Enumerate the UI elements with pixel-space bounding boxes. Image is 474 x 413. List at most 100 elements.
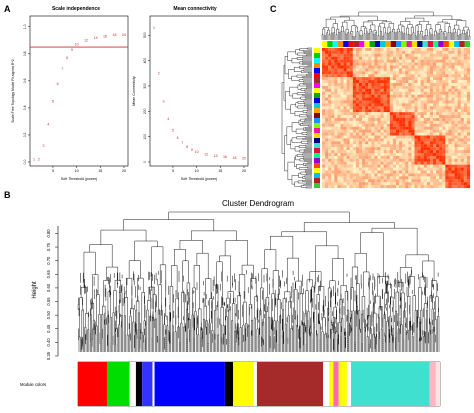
- heatmap-cell: [377, 167, 381, 171]
- heatmap-cell: [325, 68, 329, 72]
- heatmap-cell: [392, 141, 397, 145]
- heatmap-cell: [423, 150, 427, 154]
- heatmap-cell: [331, 48, 335, 52]
- heatmap-cell: [352, 115, 357, 119]
- heatmap-cell: [451, 56, 455, 60]
- heatmap-cell: [352, 100, 357, 104]
- heatmap-cell: [439, 62, 443, 66]
- heatmap-cell: [340, 141, 344, 145]
- heatmap-cell: [451, 109, 455, 113]
- heatmap-cell: [380, 129, 384, 133]
- heatmap-cell: [436, 50, 440, 54]
- heatmap-cell: [322, 103, 326, 107]
- heatmap-cell: [445, 50, 449, 54]
- heatmap-cell: [389, 112, 394, 116]
- heatmap-cell: [414, 182, 418, 186]
- heatmap-cell: [463, 62, 468, 66]
- heatmap-cell: [405, 132, 409, 136]
- heatmap-cell: [368, 144, 372, 148]
- heatmap-cell: [442, 112, 446, 116]
- heatmap-cell: [343, 109, 347, 113]
- heatmap-cell: [328, 88, 332, 92]
- heatmap-cell: [352, 155, 357, 159]
- heatmap-cell: [392, 97, 397, 101]
- heatmap-cell: [359, 153, 363, 157]
- heatmap-cell: [389, 147, 394, 151]
- heatmap-cell: [396, 109, 400, 113]
- heatmap-cell: [399, 56, 403, 60]
- heatmap-cell: [322, 182, 326, 186]
- heatmap-cell: [337, 115, 341, 119]
- heatmap-cell: [460, 167, 464, 171]
- heatmap-cell: [442, 138, 446, 142]
- heatmap-cell: [463, 77, 468, 81]
- heatmap-cell: [371, 83, 375, 87]
- side-color-cell: [314, 58, 320, 64]
- heatmap-cell: [389, 77, 394, 81]
- heatmap-cell: [340, 91, 344, 95]
- heatmap-cell: [352, 141, 357, 145]
- heatmap-cell: [355, 126, 360, 130]
- heatmap-cell: [334, 176, 338, 180]
- heatmap-cell: [429, 129, 434, 133]
- heatmap-cell: [325, 155, 329, 159]
- heatmap-cell: [322, 158, 326, 162]
- top-color-cell: [322, 41, 328, 47]
- side-color-cell: [314, 178, 320, 184]
- heatmap-cell: [445, 185, 449, 189]
- heatmap-cell: [423, 185, 427, 189]
- heatmap-cell: [442, 97, 446, 101]
- heatmap-cell: [396, 132, 400, 136]
- heatmap-cell: [417, 138, 421, 142]
- heatmap-cell: [371, 182, 375, 186]
- heatmap-cell: [417, 71, 421, 75]
- heatmap-cell: [340, 129, 344, 133]
- heatmap-cell: [457, 129, 461, 133]
- heatmap-cell: [408, 173, 412, 177]
- heatmap-cell: [392, 53, 397, 57]
- heatmap-cell: [396, 91, 400, 95]
- heatmap-cell: [374, 120, 378, 124]
- heatmap-cell: [383, 138, 387, 142]
- heatmap-cell: [439, 59, 443, 63]
- heatmap-cell: [346, 161, 350, 165]
- heatmap-cell: [365, 53, 369, 57]
- heatmap-cell: [436, 182, 440, 186]
- heatmap-cell: [423, 167, 427, 171]
- scale-independence-frame: [29, 15, 129, 167]
- heatmap-cell: [374, 59, 378, 63]
- heatmap-cell: [340, 77, 344, 81]
- heatmap-cell: [352, 50, 357, 54]
- heatmap-cell: [386, 88, 390, 92]
- heatmap-cell: [346, 141, 350, 145]
- heatmap-cell: [331, 100, 335, 104]
- heatmap-cell: [420, 50, 424, 54]
- heatmap-cell: [352, 135, 357, 139]
- heatmap-cell: [463, 85, 468, 89]
- cluster-dendrogram-panel: Cluster Dendrogram Height 0.350.400.450.…: [20, 199, 441, 407]
- heatmap-cell: [417, 68, 421, 72]
- heatmap-cell: [457, 170, 461, 174]
- heatmap-cell: [392, 68, 397, 72]
- y-tick-label: 0.65: [46, 270, 51, 279]
- heatmap-cell: [337, 85, 341, 89]
- heatmap-cell: [343, 147, 347, 151]
- heatmap-cell: [359, 103, 363, 107]
- heatmap-cell: [359, 91, 363, 95]
- heatmap-cell: [399, 71, 403, 75]
- heatmap-cell: [365, 161, 369, 165]
- heatmap-cell: [411, 83, 415, 87]
- heatmap-cell: [402, 85, 406, 89]
- heatmap-cell: [355, 144, 360, 148]
- heatmap-cell: [433, 48, 437, 52]
- heatmap-cell: [328, 56, 332, 60]
- heatmap-cell: [466, 53, 471, 57]
- heatmap-cell: [392, 155, 397, 159]
- heatmap-cell: [414, 118, 418, 122]
- heatmap-cell: [368, 59, 372, 63]
- heatmap-cell: [442, 179, 446, 183]
- heatmap-cell: [365, 164, 369, 168]
- heatmap-cell: [343, 74, 347, 78]
- heatmap-cell: [417, 103, 421, 107]
- heatmap-cell: [466, 182, 471, 186]
